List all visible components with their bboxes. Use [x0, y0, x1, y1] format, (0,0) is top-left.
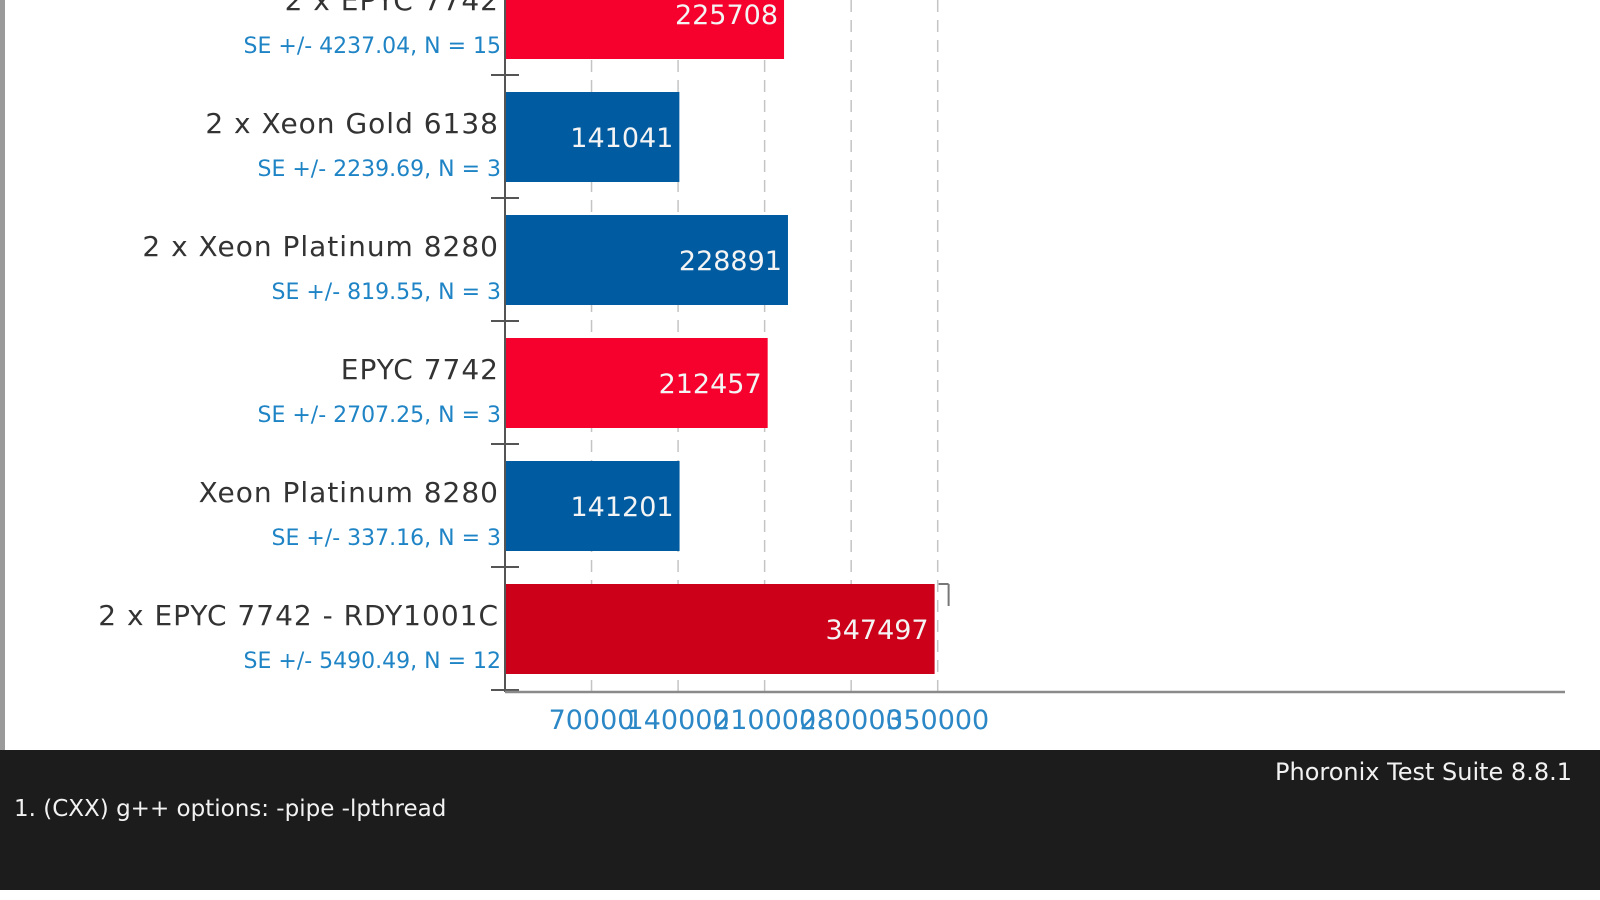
- category-label: 2 x EPYC 7742 - RDY1001C: [98, 599, 499, 632]
- standard-error-label: SE +/- 337.16, N = 3: [272, 526, 501, 551]
- category-labels: 2 x EPYC 7742 SE +/- 4237.04, N = 15 2 x X…: [98, 0, 501, 674]
- bar-value-label: 228891: [679, 246, 782, 277]
- bar: [505, 0, 785, 59]
- bars: 225708 141041 228891 212457 141201 347497: [505, 0, 935, 674]
- x-tick-label: 350000: [886, 705, 989, 736]
- category-label: 2 x Xeon Gold 6138: [205, 107, 499, 140]
- standard-error-label: SE +/- 819.55, N = 3: [272, 280, 501, 305]
- left-border: [0, 0, 5, 750]
- x-tick-label: 210000: [713, 705, 816, 736]
- bar: [505, 338, 768, 428]
- bottom-strip: [0, 890, 1600, 900]
- x-tick-label: 70000: [549, 705, 635, 736]
- compiler-note: 1. (CXX) g++ options: -pipe -lpthread: [14, 796, 447, 822]
- bar-value-label: 141201: [570, 492, 673, 523]
- bar-value-label: 212457: [659, 369, 762, 400]
- bar-value-label: 225708: [675, 0, 778, 31]
- category-label: EPYC 7742: [341, 353, 499, 386]
- category-label: Xeon Platinum 8280: [199, 476, 499, 509]
- standard-error-label: SE +/- 2707.25, N = 3: [258, 403, 501, 428]
- bar-value-label: 347497: [826, 615, 929, 646]
- bar: [505, 215, 788, 305]
- standard-error-label: SE +/- 5490.49, N = 12: [244, 649, 501, 674]
- suite-version: Phoronix Test Suite 8.8.1: [1275, 758, 1572, 786]
- standard-error-label: SE +/- 2239.69, N = 3: [258, 157, 501, 182]
- category-label: 2 x EPYC 7742: [285, 0, 499, 17]
- x-tick-label: 280000: [800, 705, 903, 736]
- bar: [505, 92, 680, 182]
- category-label: 2 x Xeon Platinum 8280: [142, 230, 499, 263]
- footer-bar: Phoronix Test Suite 8.8.1 1. (CXX) g++ o…: [0, 750, 1600, 890]
- bar-value-label: 141041: [570, 123, 673, 154]
- standard-error-label: SE +/- 4237.04, N = 15: [244, 34, 501, 59]
- bar: [505, 461, 680, 551]
- bar-chart: 225708 141041 228891 212457 141201 347497 2 x…: [98, 0, 1565, 736]
- x-tick-label: 140000: [627, 705, 730, 736]
- bar: [505, 584, 935, 674]
